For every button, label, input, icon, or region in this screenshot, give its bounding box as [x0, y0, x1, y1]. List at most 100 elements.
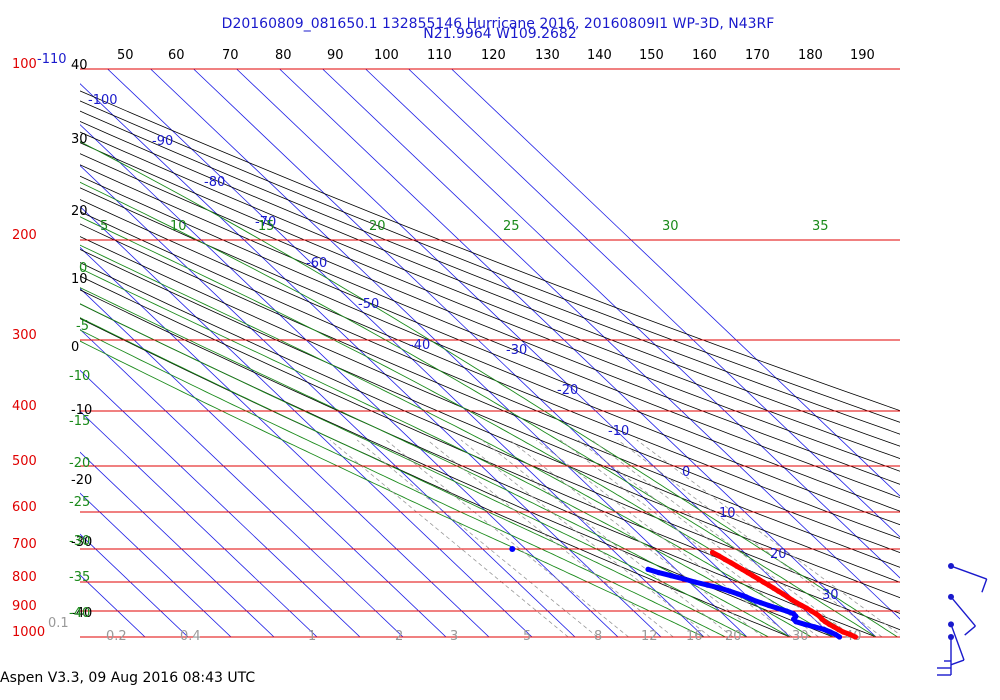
temperature-profile-point [770, 585, 777, 591]
height-axis-label: 10 [71, 272, 88, 287]
height-axis-label: 30 [71, 132, 88, 147]
wind-barb-station [948, 621, 954, 628]
secondary-left-label: -20 [69, 456, 90, 471]
mixing-ratio-label: 12 [641, 629, 658, 644]
temperature-profile-point [784, 594, 791, 600]
mixing-ratio-line [427, 439, 674, 637]
mixing-ratio-label: 0.4 [180, 629, 201, 644]
pressure-axis-label: 1000 [12, 625, 45, 640]
dewpoint-profile-point [727, 588, 733, 594]
mixing-ratio-label: 16 [686, 629, 703, 644]
mixing-ratio-label: 0.2 [106, 629, 127, 644]
temperature-profile-point [739, 566, 745, 572]
dry-adiabat-line [80, 100, 900, 423]
isotherm-line [150, 69, 748, 637]
theta-e-label: 30 [662, 219, 679, 234]
chart-title: D20160809_081650.1 132855146 Hurricane 2… [221, 16, 775, 32]
isotherm-line [107, 69, 705, 637]
theta-label: 140 [587, 48, 612, 63]
temperature-label: -30 [506, 343, 527, 358]
theta-label: 50 [117, 48, 134, 63]
temperature-label: -70 [255, 215, 276, 230]
mixing-ratio-label: 1 [308, 629, 316, 644]
temperature-profile-point [745, 570, 751, 576]
mixing-ratio-label: 20 [725, 629, 742, 644]
theta-e-label: 15 [258, 219, 275, 234]
wind-barb-station [948, 563, 954, 570]
wind-barb-staff [950, 565, 987, 580]
temperature-profile-point [775, 588, 781, 594]
secondary-left-label: -15 [69, 414, 90, 429]
pressure-axis-label: 100 [12, 57, 37, 72]
secondary-left-label: -35 [69, 570, 90, 585]
isotherm-line [322, 69, 900, 620]
pressure-axis-label: 400 [12, 399, 37, 414]
mixing-ratio-label: 5 [523, 629, 531, 644]
mixing-ratio-line [509, 439, 764, 637]
dry-adiabat-line [80, 164, 900, 499]
dry-adiabat-line [80, 153, 900, 485]
height-axis-label: -10 [71, 403, 92, 418]
wind-barb-staff [950, 596, 976, 627]
temperature-profile-point [709, 549, 716, 556]
dewpoint-profile-point [827, 629, 833, 635]
wind-barb [948, 593, 976, 636]
secondary-left-label: -10 [69, 369, 90, 384]
dry-adiabat-line [80, 90, 900, 412]
dewpoint-profile-point [645, 566, 651, 572]
pressure-axis-label: 300 [12, 328, 37, 343]
dewpoint-profile-point [704, 582, 711, 588]
wind-barb-station [948, 593, 954, 600]
temperature-label: -100 [88, 93, 118, 108]
temperature-profile-point [817, 613, 823, 620]
dry-adiabat-line [80, 275, 900, 631]
dewpoint-profile-point [783, 608, 790, 614]
dry-adiabat-line [80, 236, 900, 583]
mixing-ratio-line [481, 439, 734, 637]
isotherm-line [365, 69, 900, 579]
grid-layer [80, 69, 900, 637]
mixing-ratio-label: 8 [594, 629, 602, 644]
height-axis-label: 0 [71, 340, 79, 355]
dry-adiabat-line [80, 187, 900, 526]
temperature-profile-point [826, 621, 832, 627]
theta-label: 160 [692, 48, 717, 63]
temperature-profile-point [734, 563, 740, 569]
temperature-label: 0 [682, 465, 690, 480]
temperature-label: -110 [37, 52, 67, 67]
dry-adiabat-line [80, 142, 900, 472]
temperature-profile-point [852, 634, 859, 640]
temperature-profile-point [835, 626, 842, 633]
temperature-label: -80 [204, 175, 225, 190]
mixing-ratio-line [460, 439, 711, 637]
isotherm-line [80, 492, 232, 637]
moist-adiabat-line [80, 287, 791, 637]
theta-e-label: 20 [369, 219, 386, 234]
dewpoint-profile-point [758, 600, 764, 606]
dry-adiabat-line [80, 131, 900, 459]
isotherm-line [80, 328, 404, 637]
theta-label: 150 [639, 48, 664, 63]
temperature-profile-point [799, 602, 805, 609]
wind-barb [937, 634, 954, 676]
temperature-label: -20 [557, 383, 578, 398]
wind-barb-feather [981, 578, 988, 593]
theta-e-label: 5 [100, 219, 108, 234]
theta-label: 130 [535, 48, 560, 63]
temperature-profile-point [847, 631, 853, 638]
pressure-axis-label: 700 [12, 537, 37, 552]
temperature-label: -90 [152, 134, 173, 149]
dewpoint-profile-point [743, 594, 749, 600]
moist-adiabat-line [80, 181, 877, 637]
height-axis-label: -30 [71, 535, 92, 550]
secondary-left-label: -25 [69, 495, 90, 510]
footer-text: Aspen V3.3, 09 Aug 2016 08:43 UTC [0, 670, 256, 686]
isotherm-line [80, 369, 361, 637]
isotherm-line [80, 451, 275, 637]
mixing-ratio-label: 3 [450, 629, 458, 644]
temperature-profile-point [808, 608, 814, 614]
dewpoint-profile-group [645, 566, 843, 640]
temperature-profile-point [760, 579, 766, 585]
secondary-left-label: 0 [79, 261, 87, 276]
